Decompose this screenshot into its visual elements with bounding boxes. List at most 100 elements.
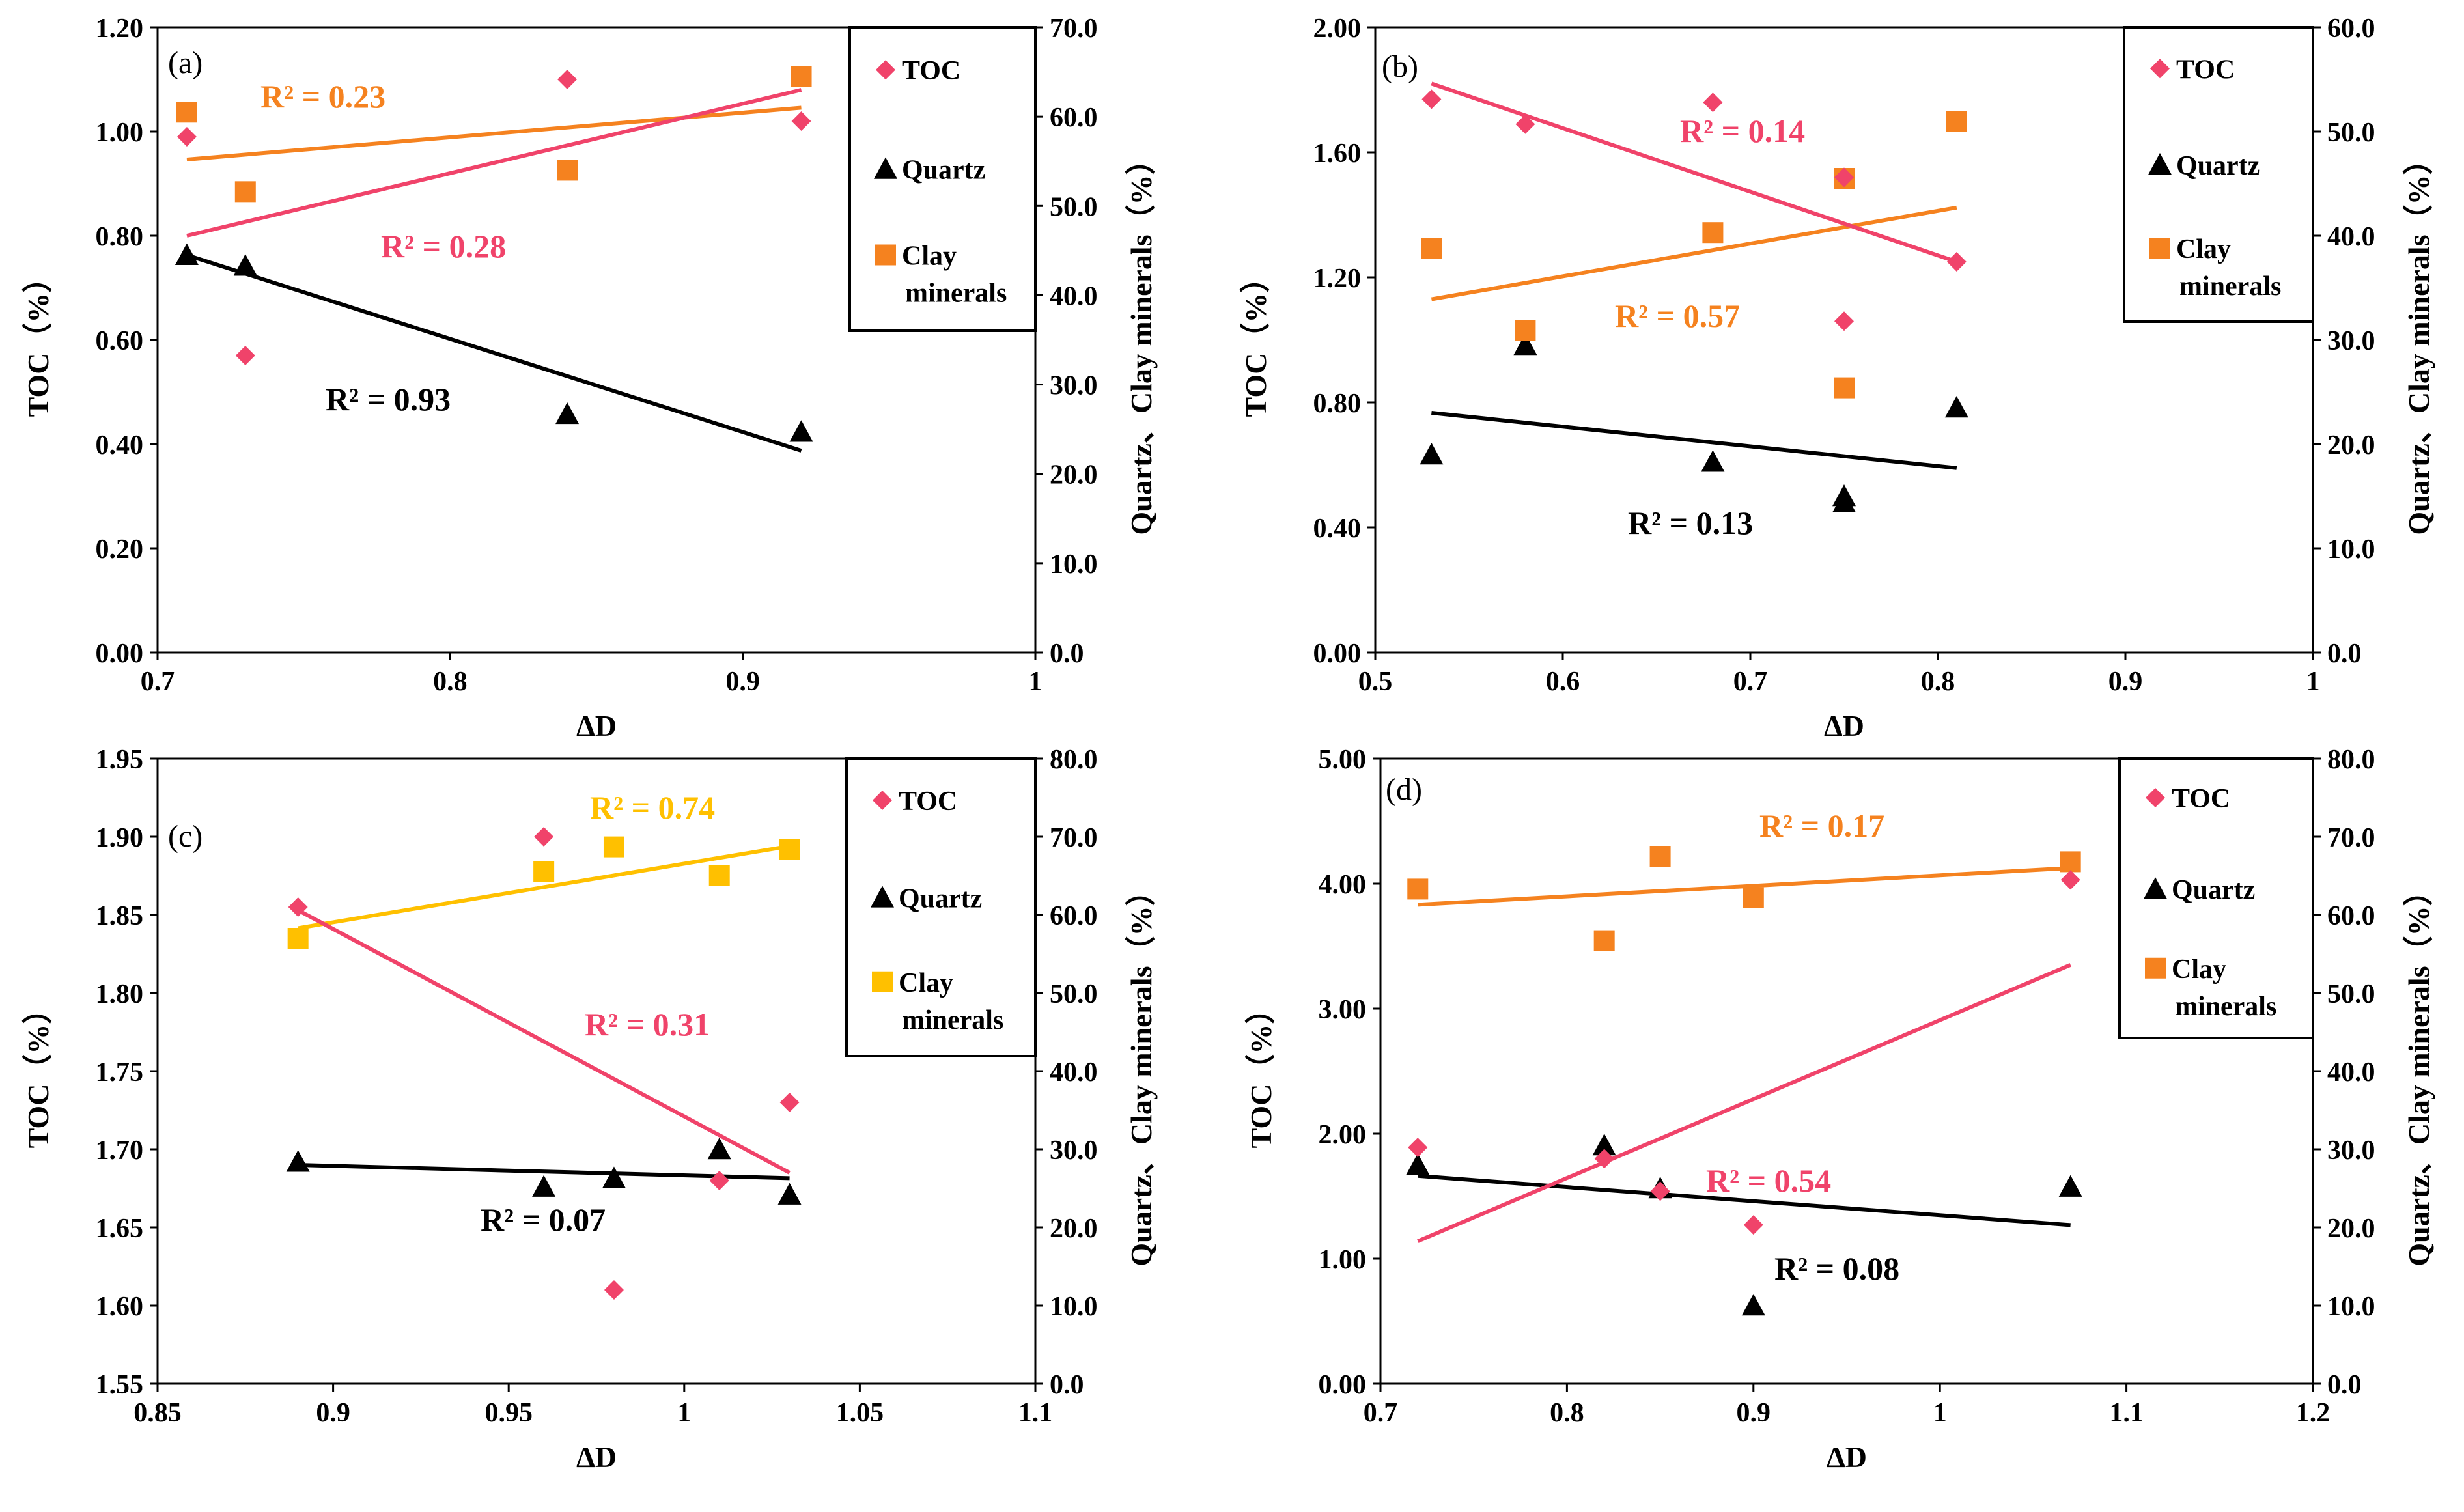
legend-toc-label: TOC [2176,55,2235,85]
y-left-axis-title: TOC（%） [21,994,55,1149]
quartz-point [1406,1153,1430,1175]
toc-point [1594,1149,1614,1169]
clay-point [1407,878,1429,900]
legend-quartz-marker [2144,877,2167,899]
quartz-r2-label: R² = 0.07 [481,1201,606,1238]
x-tick-label: 0.8 [1550,1398,1584,1428]
y-left-axis-title: TOC（%） [1244,994,1278,1149]
y-left-tick-label: 1.65 [96,1214,144,1244]
y-left-tick-label: 1.20 [1313,264,1362,294]
toc-point [2060,870,2080,890]
y-right-tick-label: 40.0 [2327,222,2375,252]
toc-r2-label: R² = 0.28 [381,228,506,264]
quartz-point [1592,1134,1616,1156]
toc-trendline [297,908,791,1175]
panel-label: (a) [168,46,203,80]
x-tick-label: 1.1 [1018,1398,1053,1428]
y-right-tick-label: 50.0 [2327,118,2375,148]
clay-trendline [186,105,802,161]
clay-point [1593,930,1615,951]
clay-point [2060,851,2081,873]
quartz-point [1832,484,1856,507]
clay-trendline [1431,205,1957,301]
x-tick-label: 0.85 [133,1398,182,1428]
y-right-tick-label: 60.0 [2327,14,2375,44]
y-right-tick-label: 10.0 [2327,1292,2375,1322]
y-right-tick-label: 20.0 [1050,460,1098,490]
y-left-tick-label: 0.60 [96,326,144,356]
y-left-tick-label: 5.00 [1319,745,1367,775]
y-left-tick-label: 1.85 [96,901,144,931]
x-tick-label: 1.2 [2296,1398,2331,1428]
legend-toc-marker [873,790,892,810]
x-tick-label: 0.7 [141,667,175,697]
y-right-tick-label: 70.0 [2327,823,2375,853]
y-right-tick-label: 50.0 [2327,979,2375,1009]
legend-clay-marker [875,244,896,266]
legend-clay-label-line2: minerals [2175,992,2276,1022]
quartz-point [532,1175,556,1197]
toc-point [1650,1181,1670,1201]
clay-trendline [1418,866,2071,907]
toc-r2-label: R² = 0.54 [1706,1162,1831,1199]
clay-point [1515,320,1536,341]
panel-d: 0.7 0.8 0.9 1 1.1 1.2 0.00 1.00 2.00 3.00 4.00 5.00… [1244,745,2435,1474]
y-right-tick-label: 30.0 [2327,326,2375,356]
clay-r2-label: R² = 0.17 [1759,807,1884,844]
x-tick-label: 0.9 [316,1398,350,1428]
toc-trendline [1431,81,1957,264]
y-right-tick-label: 50.0 [1050,979,1098,1009]
clay-point [708,865,730,886]
legend-box [848,26,1037,332]
y-right-tick-label: 10.0 [1050,1292,1098,1322]
legend-clay-label-line2: minerals [902,1005,1003,1035]
legend-clay-marker [872,971,893,992]
y-right-axis-title: Quartz、Clay minerals（%） [2402,145,2435,535]
x-tick-label: 0.9 [2108,667,2143,697]
clay-point [1649,846,1671,867]
toc-point [1408,1138,1428,1158]
x-tick-label: 1 [1029,667,1043,697]
x-tick-label: 0.9 [1737,1398,1771,1428]
panel-a: 0.7 0.8 0.9 1 0.00 0.20 0.40 0.60 0.80 1.00 1.20 0.… [21,14,1158,742]
legend-clay-label: Clay [899,968,953,998]
legend-quartz-marker [871,886,894,908]
y-left-tick-label: 1.60 [1313,139,1362,169]
x-tick-label: 0.8 [433,667,468,697]
y-right-axis-title: Quartz、Clay minerals（%） [1125,876,1158,1266]
clay-point [1834,377,1855,399]
quartz-point [175,243,199,266]
y-left-tick-label: 4.00 [1319,870,1367,900]
clay-r2-label: R² = 0.57 [1615,298,1740,334]
quartz-point [1944,396,1968,418]
clay-point [1946,111,1967,132]
quartz-trendline [186,253,802,453]
x-tick-label: 0.6 [1546,667,1580,697]
y-right-tick-label: 0.0 [1050,639,1084,669]
quartz-point [1701,450,1725,472]
y-right-tick-label: 60.0 [2327,901,2375,931]
toc-point [1743,1215,1763,1235]
panel-label: (d) [1386,772,1422,807]
toc-point [235,346,255,365]
y-left-tick-label: 1.80 [96,979,144,1009]
toc-point [604,1280,624,1300]
clay-point [176,102,197,123]
x-tick-label: 0.9 [725,667,760,697]
quartz-point [1420,443,1444,465]
quartz-r2-label: R² = 0.08 [1774,1250,1899,1287]
clay-point [287,928,309,949]
clay-point [791,66,812,87]
clay-r2-label: R² = 0.23 [260,78,385,115]
y-right-tick-label: 60.0 [1050,901,1098,931]
quartz-trendline [1431,411,1957,470]
quartz-point [555,402,580,425]
quartz-r2-label: R² = 0.13 [1628,505,1753,541]
y-left-tick-label: 1.20 [96,14,144,44]
legend-clay-marker [2149,238,2170,259]
panel-label: (b) [1382,49,1418,84]
quartz-point [233,254,257,276]
toc-point [709,1171,729,1190]
toc-r2-label: R² = 0.31 [585,1006,710,1043]
y-right-tick-label: 60.0 [1050,103,1098,133]
